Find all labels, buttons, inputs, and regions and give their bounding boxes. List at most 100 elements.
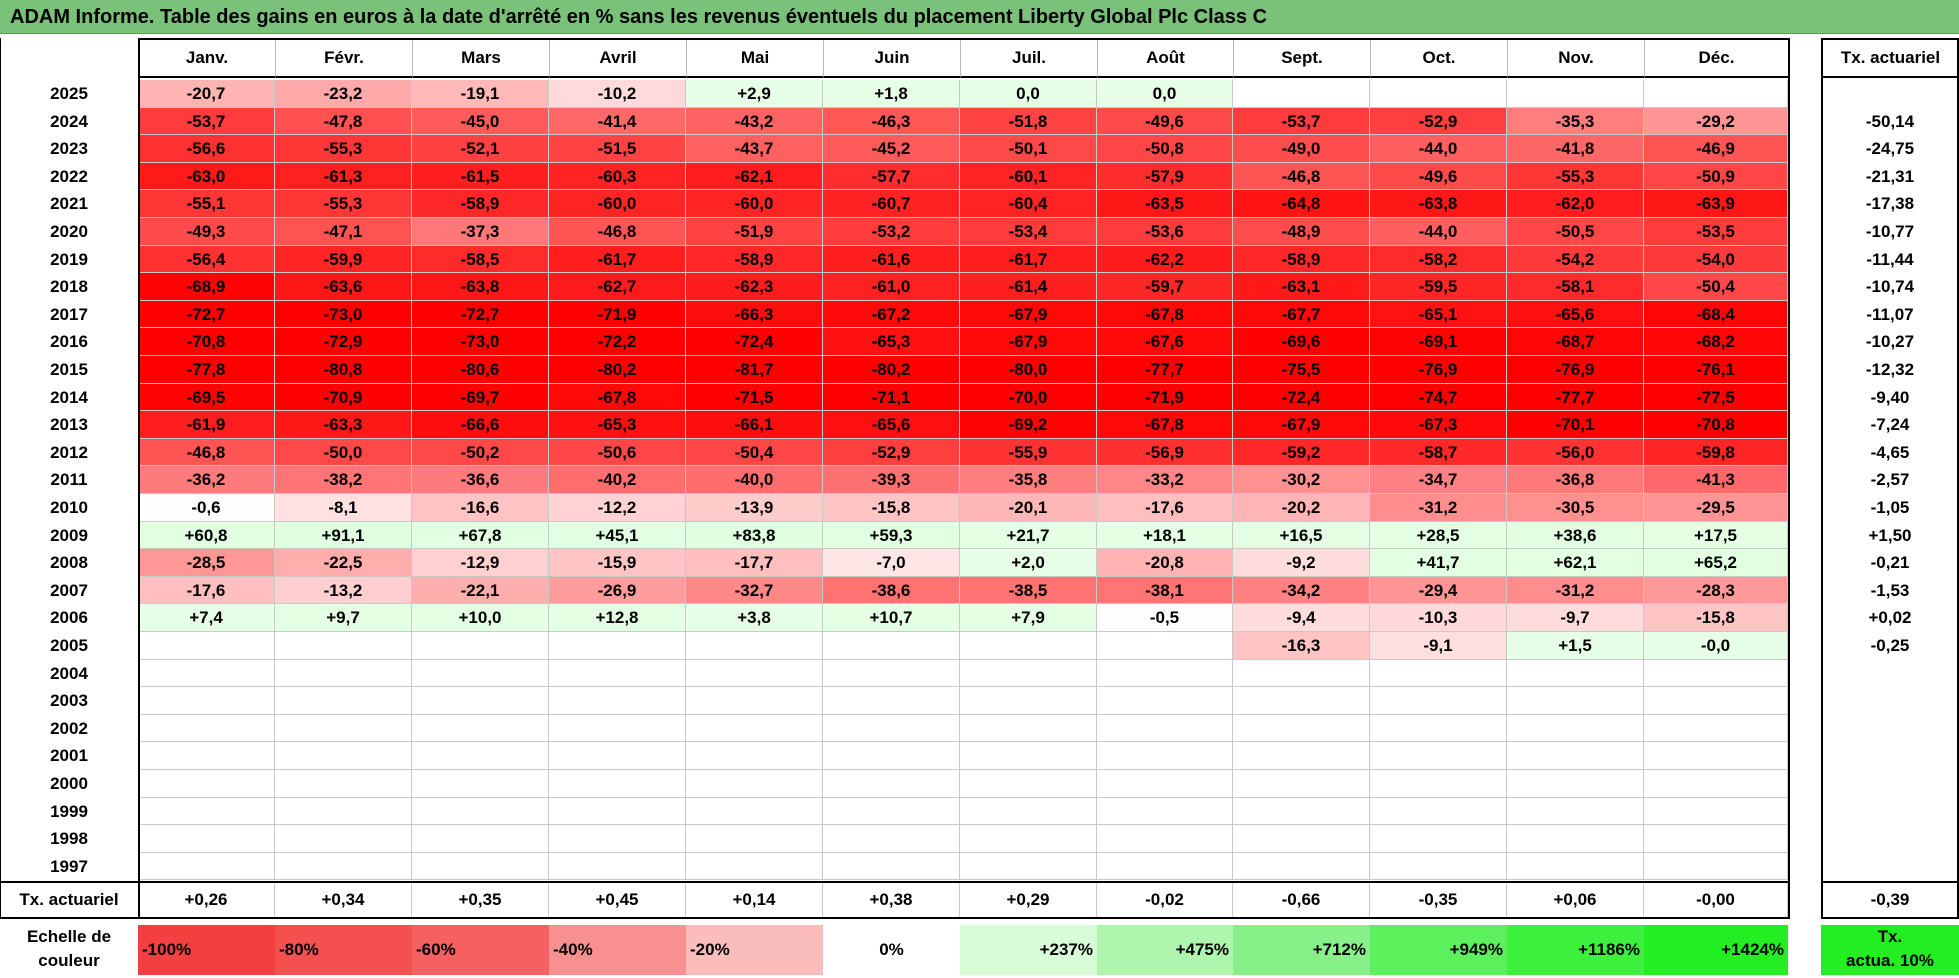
month-header: Juin [823,38,960,78]
scale-swatch: 0% [823,925,960,975]
table-cell [1097,742,1233,770]
row-tx-actuariel: -1,53 [1870,580,1910,600]
table-cell: -69,7 [412,383,549,412]
row-tx-actuariel [1821,660,1959,688]
table-cell: -29,4 [1370,576,1507,605]
table-cell: -61,5 [412,162,549,191]
table-cell [1233,687,1370,715]
year-label: 2008 [50,553,88,573]
table-cell [1507,659,1644,688]
table-cell [686,687,823,715]
table-cell: +62,1 [1507,549,1644,577]
table-cell: -70,9 [275,383,412,412]
table-cell [960,687,1097,715]
table-cell: +2,9 [686,80,823,108]
row-tx-actuariel: -50,14 [1865,111,1915,131]
month-header: Juil. [960,38,1097,78]
table-cell: -0,0 [1644,632,1788,660]
table-cell: -68,2 [1644,328,1788,356]
table-cell: -50,6 [549,438,686,467]
table-cell: -67,7 [1233,300,1370,329]
table-cell: -77,7 [1507,383,1644,412]
tx-frame-left [1821,38,1823,918]
table-cell: -66,1 [686,411,823,439]
table-cell [275,687,412,715]
table-cell: -38,5 [960,576,1097,605]
row-tx-actuariel: -2,57 [1870,470,1910,490]
table-cell: -53,7 [138,107,275,136]
table-cell: -52,9 [823,438,960,467]
table-cell: -67,9 [1233,411,1370,439]
table-cell: -69,5 [138,383,275,412]
table-cell [1233,825,1370,853]
month-header: Avril [549,38,686,78]
table-cell: -16,6 [412,494,549,522]
table-cell: -67,2 [823,300,960,329]
year-label: 2010 [50,498,88,517]
table-cell: -62,7 [549,273,686,301]
year-label: 2020 [50,222,88,241]
frame-left [138,38,140,918]
table-cell: +16,5 [1233,521,1370,550]
year-label: 2015 [50,360,88,379]
table-cell: -68,7 [1507,328,1644,356]
table-cell: -30,2 [1233,466,1370,494]
table-cell: -60,0 [549,190,686,218]
year-label: 2000 [50,774,88,793]
table-cell: -51,5 [549,135,686,163]
table-cell [823,852,960,881]
table-cell [412,797,549,826]
table-cell [1507,852,1644,881]
year-label: 2024 [50,111,88,131]
table-cell: -73,0 [412,328,549,356]
table-cell [275,852,412,881]
table-cell: -62,2 [1097,245,1233,274]
table-cell [275,770,412,798]
row-tx-actuariel: -1,05 [1870,498,1910,517]
year-label: 2002 [50,718,88,738]
table-cell: -29,2 [1644,107,1788,136]
table-cell: -60,4 [960,190,1097,218]
table-cell [1233,714,1370,743]
table-cell [275,742,412,770]
table-cell: -50,5 [1507,218,1644,246]
table-cell [960,770,1097,798]
year-label: 2018 [50,277,88,297]
table-cell [823,797,960,826]
table-cell [686,852,823,881]
table-cell: -22,5 [275,549,412,577]
table-cell: -80,0 [960,356,1097,384]
table-cell [1097,797,1233,826]
table-cell [1097,632,1233,660]
table-cell: -20,2 [1233,494,1370,522]
table-cell [823,742,960,770]
table-cell: -20,7 [138,80,275,108]
table-cell [138,825,275,853]
table-cell [1507,687,1644,715]
table-cell: -43,7 [686,135,823,163]
year-label: 2022 [50,166,88,186]
table-cell: -60,3 [549,162,686,191]
table-cell [960,797,1097,826]
table-cell: -53,6 [1097,218,1233,246]
table-cell: -41,8 [1507,135,1644,163]
table-cell: -30,5 [1507,494,1644,522]
footer-value: +0,45 [549,883,686,918]
table-cell: -63,5 [1097,190,1233,218]
table-cell: -55,9 [960,438,1097,467]
table-cell: -76,1 [1644,356,1788,384]
table-cell: -44,0 [1370,218,1507,246]
table-cell: -31,2 [1507,576,1644,605]
table-cell [1644,714,1788,743]
table-cell [823,825,960,853]
table-cell: -50,2 [412,438,549,467]
table-cell: -57,9 [1097,162,1233,191]
table-cell: -40,0 [686,466,823,494]
table-cell: -35,3 [1507,107,1644,136]
scale-swatch: +712% [1233,925,1370,975]
table-cell: -61,3 [275,162,412,191]
row-tx-actuariel: -7,24 [1870,415,1910,435]
table-cell [1370,770,1507,798]
table-cell: -80,8 [275,356,412,384]
